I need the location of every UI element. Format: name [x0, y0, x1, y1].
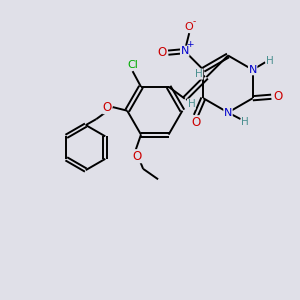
Text: H: H [266, 56, 274, 66]
Text: H: H [188, 99, 195, 109]
Text: O: O [191, 116, 200, 129]
Text: H: H [241, 117, 249, 127]
Text: N: N [248, 65, 257, 75]
Text: O: O [133, 150, 142, 163]
Text: H: H [195, 69, 203, 79]
Text: O: O [273, 90, 283, 103]
Text: N: N [224, 107, 232, 118]
Text: -: - [192, 17, 196, 26]
Text: O: O [157, 46, 166, 59]
Text: O: O [185, 22, 194, 32]
Text: N: N [181, 46, 189, 56]
Text: Cl: Cl [127, 60, 138, 70]
Text: +: + [186, 40, 193, 49]
Text: O: O [103, 100, 112, 114]
